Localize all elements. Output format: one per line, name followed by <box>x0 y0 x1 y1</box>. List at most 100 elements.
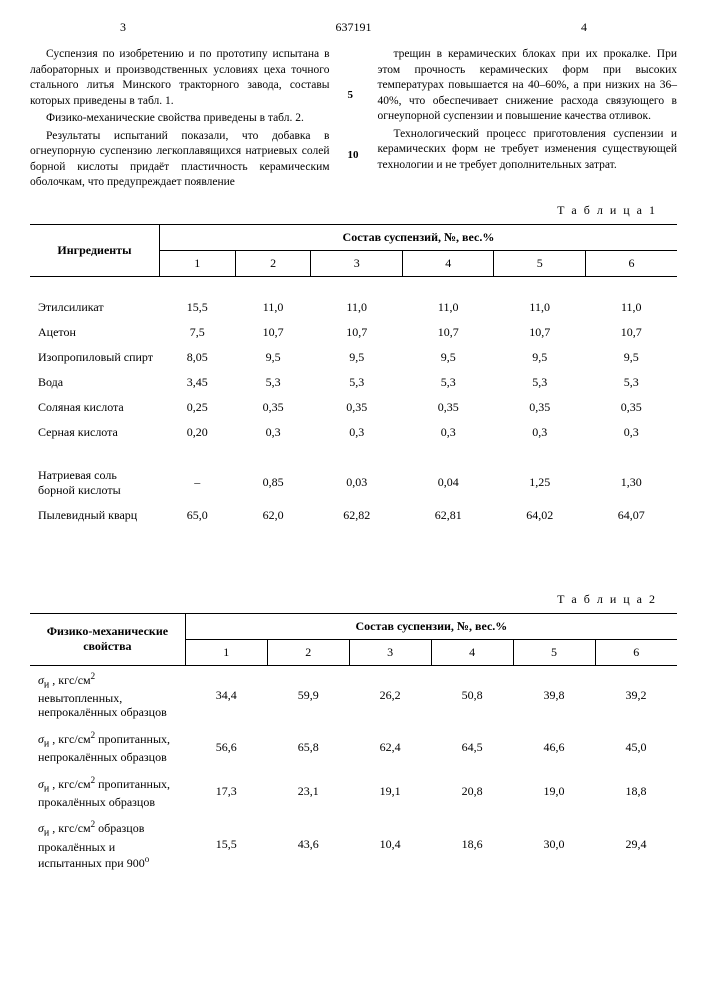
table1-row: Ацетон7,510,710,710,710,710,7 <box>30 320 677 345</box>
table1-header-row: Ингредиенты Состав суспензий, №, вес.% <box>30 224 677 250</box>
table1-cell: 10,7 <box>402 320 493 345</box>
table1-cell: 9,5 <box>585 345 677 370</box>
table1-cell: 0,35 <box>585 395 677 420</box>
table-2: Физико-механические свойства Состав сусп… <box>30 613 677 876</box>
table1-th-composition: Состав суспензий, №, вес.% <box>159 224 677 250</box>
table1-col-6: 6 <box>585 250 677 276</box>
table2-cell: 15,5 <box>185 814 267 875</box>
line-marker-10: 10 <box>348 149 360 161</box>
table2-th-properties: Физико-механические свойства <box>30 613 185 665</box>
table1-cell: 0,20 <box>159 420 235 445</box>
table1-cell: 0,04 <box>402 463 493 503</box>
table1-cell: 3,45 <box>159 370 235 395</box>
table2-property-name: σи , кгс/см2 невытопленных, непрокалённы… <box>30 665 185 725</box>
table1-cell: 9,5 <box>494 345 585 370</box>
page-number-right: 4 <box>581 20 587 35</box>
table1-cell: 11,0 <box>585 295 677 320</box>
table2-cell: 56,6 <box>185 725 267 770</box>
table1-cell: 0,35 <box>494 395 585 420</box>
table1-cell: 11,0 <box>311 295 402 320</box>
line-markers: 5 10 <box>348 47 360 193</box>
table1-cell: 10,7 <box>494 320 585 345</box>
table1-ingredient-name: Ацетон <box>30 320 159 345</box>
table1-cell: 11,0 <box>402 295 493 320</box>
right-column: трещин в керамических блоках при их прок… <box>378 47 678 193</box>
table1-cell: 10,7 <box>585 320 677 345</box>
table1-cell: 9,5 <box>235 345 311 370</box>
table1-cell: 9,5 <box>311 345 402 370</box>
table1-cell: 0,85 <box>235 463 311 503</box>
table1-cell: 64,02 <box>494 503 585 528</box>
table2-property-name: σи , кгс/см2 пропитанных, прокалённых об… <box>30 770 185 815</box>
table2-col-2: 2 <box>267 639 349 665</box>
table1-col-2: 2 <box>235 250 311 276</box>
table1-cell: 0,03 <box>311 463 402 503</box>
table2-cell: 39,8 <box>513 665 595 725</box>
table2-cell: 19,0 <box>513 770 595 815</box>
table2-cell: 39,2 <box>595 665 677 725</box>
table2-col-5: 5 <box>513 639 595 665</box>
table1-cell: 7,5 <box>159 320 235 345</box>
table2-cell: 59,9 <box>267 665 349 725</box>
table1-ingredient-name: Изопропиловый спирт <box>30 345 159 370</box>
table1-cell: 9,5 <box>402 345 493 370</box>
table1-cell: 10,7 <box>311 320 402 345</box>
table1-cell: 0,35 <box>311 395 402 420</box>
table1-ingredient-name: Серная кислота <box>30 420 159 445</box>
table1-row: Вода3,455,35,35,35,35,3 <box>30 370 677 395</box>
table2-cell: 50,8 <box>431 665 513 725</box>
table2-cell: 18,6 <box>431 814 513 875</box>
table2-cell: 64,5 <box>431 725 513 770</box>
table2-cell: 30,0 <box>513 814 595 875</box>
table1-cell: 65,0 <box>159 503 235 528</box>
table1-th-ingredients: Ингредиенты <box>30 224 159 276</box>
table2-row: σи , кгс/см2 образцов прокалённых и испы… <box>30 814 677 875</box>
table1-cell: – <box>159 463 235 503</box>
table1-ingredient-name: Этилсиликат <box>30 295 159 320</box>
table2-cell: 34,4 <box>185 665 267 725</box>
table2-row: σи , кгс/см2 невытопленных, непрокалённы… <box>30 665 677 725</box>
table2-col-3: 3 <box>349 639 431 665</box>
table2-col-6: 6 <box>595 639 677 665</box>
table1-cell: 0,3 <box>311 420 402 445</box>
text-columns: Суспензия по изобретению и по прототипу … <box>30 47 677 193</box>
document-number: 637191 <box>336 20 372 35</box>
page-header: 3 637191 4 <box>30 20 677 35</box>
table1-cell: 1,30 <box>585 463 677 503</box>
table2-cell: 65,8 <box>267 725 349 770</box>
table1-cell: 64,07 <box>585 503 677 528</box>
table-1: Ингредиенты Состав суспензий, №, вес.% 1… <box>30 224 677 528</box>
table1-cell: 62,82 <box>311 503 402 528</box>
line-marker-5: 5 <box>348 89 360 101</box>
table2-col-1: 1 <box>185 639 267 665</box>
left-paragraph-2: Физико-механические свойства приведены в… <box>30 111 330 127</box>
table2-cell: 20,8 <box>431 770 513 815</box>
table1-label: Т а б л и ц а 1 <box>30 203 657 218</box>
table1-col-3: 3 <box>311 250 402 276</box>
table2-cell: 17,3 <box>185 770 267 815</box>
table1-cell: 62,81 <box>402 503 493 528</box>
table1-cell: 5,3 <box>402 370 493 395</box>
table2-row: σи , кгс/см2 пропитанных, прокалённых об… <box>30 770 677 815</box>
table2-cell: 45,0 <box>595 725 677 770</box>
table1-cell: 15,5 <box>159 295 235 320</box>
table1-ingredient-name: Соляная кислота <box>30 395 159 420</box>
left-paragraph-1: Суспензия по изобретению и по прототипу … <box>30 47 330 109</box>
table1-cell: 0,35 <box>402 395 493 420</box>
table1-cell: 5,3 <box>494 370 585 395</box>
page-number-left: 3 <box>120 20 126 35</box>
table2-property-name: σи , кгс/см2 образцов прокалённых и испы… <box>30 814 185 875</box>
table1-cell: 62,0 <box>235 503 311 528</box>
table1-ingredient-name: Натриевая соль борной кислоты <box>30 463 159 503</box>
table2-cell: 23,1 <box>267 770 349 815</box>
table1-cell: 5,3 <box>235 370 311 395</box>
table2-cell: 62,4 <box>349 725 431 770</box>
table1-cell: 11,0 <box>235 295 311 320</box>
table1-row: Соляная кислота0,250,350,350,350,350,35 <box>30 395 677 420</box>
table1-row: Этилсиликат15,511,011,011,011,011,0 <box>30 295 677 320</box>
table1-cell: 0,3 <box>494 420 585 445</box>
table2-cell: 10,4 <box>349 814 431 875</box>
table1-cell: 0,35 <box>235 395 311 420</box>
table2-cell: 29,4 <box>595 814 677 875</box>
table1-col-4: 4 <box>402 250 493 276</box>
